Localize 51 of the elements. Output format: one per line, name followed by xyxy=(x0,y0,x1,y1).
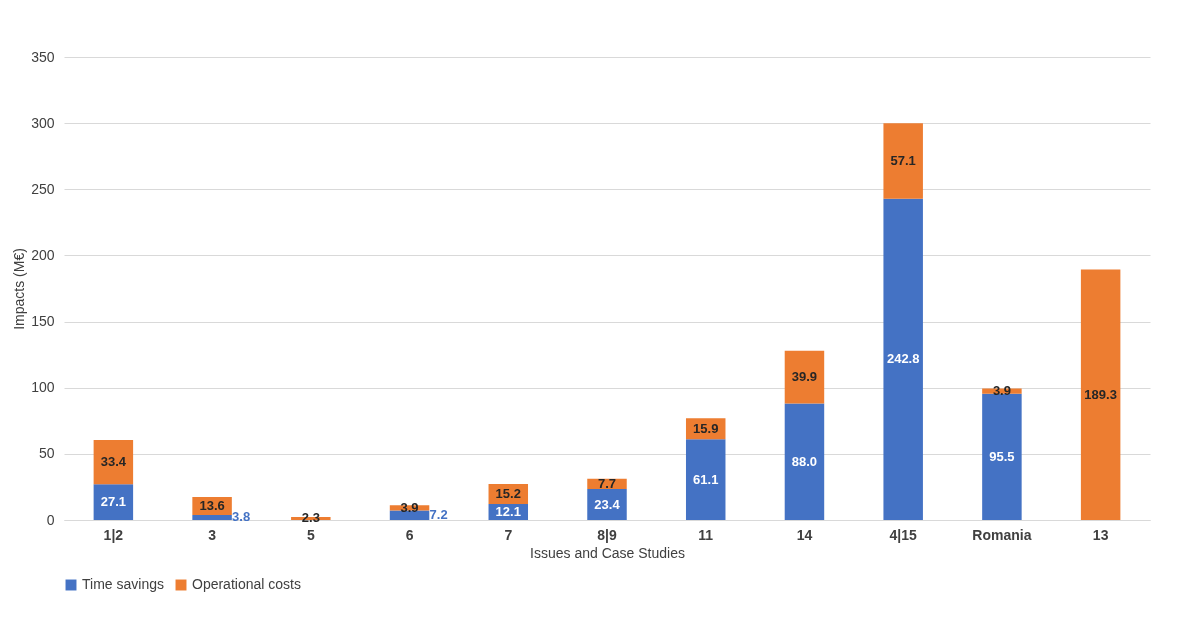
bar xyxy=(784,403,825,520)
data-label: 39.9 xyxy=(791,369,818,385)
bar xyxy=(685,439,726,520)
x-tick-label: 11 xyxy=(698,526,714,543)
y-tick-label: 50 xyxy=(38,445,55,462)
data-label: 88.0 xyxy=(791,453,818,469)
bar xyxy=(982,393,1022,520)
x-tick-label: 14 xyxy=(796,526,813,543)
bar xyxy=(93,439,134,485)
x-tick-label: 13 xyxy=(1092,526,1109,543)
bar xyxy=(192,514,232,520)
y-tick-label: 0 xyxy=(46,511,55,528)
bar xyxy=(93,484,134,520)
x-tick-label: 3 xyxy=(208,526,217,543)
bar xyxy=(1080,269,1121,520)
y-tick-label: 350 xyxy=(31,48,55,65)
x-tick-label: 5 xyxy=(306,526,315,543)
data-label: 95.5 xyxy=(989,448,1015,464)
data-label: 189.3 xyxy=(1084,386,1117,402)
bar xyxy=(389,510,430,520)
y-tick-label: 300 xyxy=(31,114,55,131)
data-label: 33.4 xyxy=(100,454,127,470)
x-tick-label: 1|2 xyxy=(103,526,124,543)
bar xyxy=(883,123,923,199)
y-tick-label: 250 xyxy=(31,180,55,197)
data-label: 23.4 xyxy=(594,496,621,512)
bar xyxy=(784,350,825,404)
x-tick-label: 8|9 xyxy=(597,526,617,543)
y-tick-label: 200 xyxy=(31,246,55,263)
data-label: 7.2 xyxy=(429,507,448,523)
data-label: 15.2 xyxy=(495,485,521,501)
x-tick-label: 7 xyxy=(504,526,513,543)
data-label: 27.1 xyxy=(100,494,127,510)
legend-label: Operational costs xyxy=(192,576,301,592)
data-label: 13.6 xyxy=(199,497,225,513)
legend-label: Time savings xyxy=(82,576,164,592)
data-label: 12.1 xyxy=(495,504,521,519)
y-axis-title: Impacts (M€) xyxy=(11,248,28,330)
x-axis-title: Issues and Case Studies xyxy=(530,544,685,561)
y-tick-label: 150 xyxy=(31,313,55,330)
data-label: 242.8 xyxy=(886,351,920,367)
x-tick-label: Romania xyxy=(972,526,1032,543)
data-label: 61.1 xyxy=(693,471,719,487)
y-tick-label: 100 xyxy=(31,379,55,396)
x-tick-label: 4|15 xyxy=(889,526,918,543)
data-label: 15.9 xyxy=(693,420,719,436)
bar xyxy=(883,198,923,520)
x-tick-label: 6 xyxy=(405,526,414,543)
data-label: 57.1 xyxy=(890,153,916,169)
data-label: 3.8 xyxy=(232,509,251,525)
data-label: 7.7 xyxy=(597,475,617,491)
